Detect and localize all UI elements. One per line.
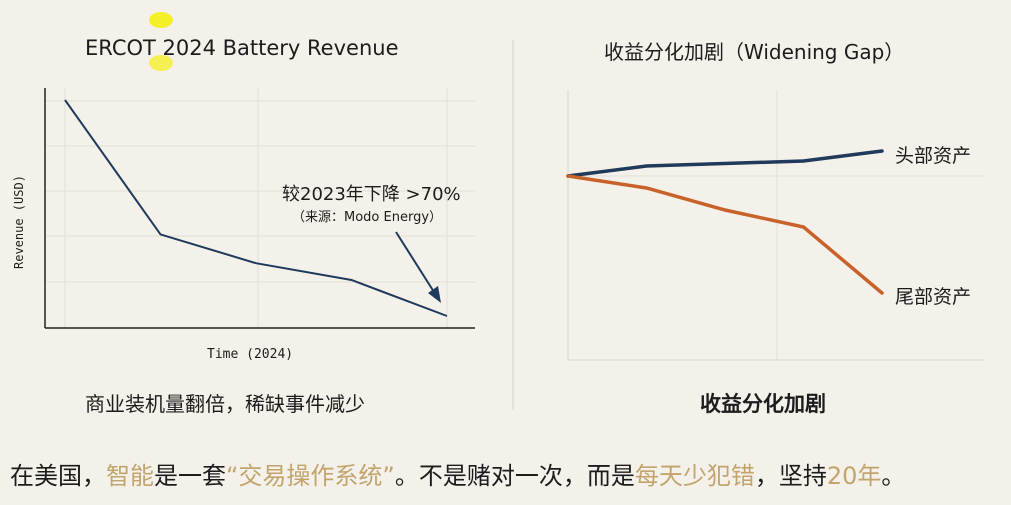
y-axis-label: Revenue (USD) bbox=[12, 175, 26, 269]
highlighted-text: 20年 bbox=[826, 462, 882, 490]
annotation-source: （来源：Modo Energy） bbox=[292, 210, 443, 225]
highlighted-text: 智能 bbox=[106, 462, 154, 490]
annotation-text: 较2023年下降 >70% bbox=[282, 184, 461, 205]
tail-assets-line bbox=[566, 174, 884, 295]
annotation-arrow bbox=[395, 231, 435, 293]
footer-tagline: 在美国，智能是一套“交易操作系统”。不是赌对一次，而是每天少犯错，坚持20年。 bbox=[10, 456, 905, 491]
right-chart-title: 收益分化加剧（Widening Gap） bbox=[604, 40, 905, 64]
footer-text: 是一套 bbox=[154, 462, 226, 490]
left-chart-title: ERCOT 2024 Battery Revenue bbox=[85, 36, 399, 60]
footer-text: 。 bbox=[881, 462, 906, 490]
cursor-highlight bbox=[149, 55, 173, 71]
highlighted-text: 每天少犯错 bbox=[634, 462, 755, 490]
highlighted-text: “交易操作系统” bbox=[226, 462, 395, 490]
legend-head-assets: 头部资产 bbox=[895, 145, 972, 167]
footer-text: 在美国， bbox=[10, 462, 106, 490]
footer-text: ，坚持 bbox=[754, 462, 827, 490]
left-caption: 商业装机量翻倍，稀缺事件减少 bbox=[85, 392, 365, 416]
cursor-highlight bbox=[149, 12, 173, 28]
x-axis-label: Time (2024) bbox=[207, 347, 294, 362]
head-assets-line bbox=[566, 149, 884, 178]
footer-text: 。不是赌对一次，而是 bbox=[394, 462, 635, 490]
legend-tail-assets: 尾部资产 bbox=[895, 286, 972, 308]
right-caption: 收益分化加剧 bbox=[700, 392, 826, 416]
arrow-head-icon bbox=[428, 286, 441, 303]
